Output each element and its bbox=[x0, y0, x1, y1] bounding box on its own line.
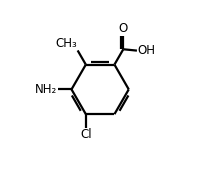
Text: O: O bbox=[119, 22, 128, 35]
Text: NH₂: NH₂ bbox=[35, 83, 57, 96]
Text: OH: OH bbox=[138, 44, 156, 57]
Text: CH₃: CH₃ bbox=[55, 37, 77, 50]
Text: Cl: Cl bbox=[80, 129, 92, 141]
